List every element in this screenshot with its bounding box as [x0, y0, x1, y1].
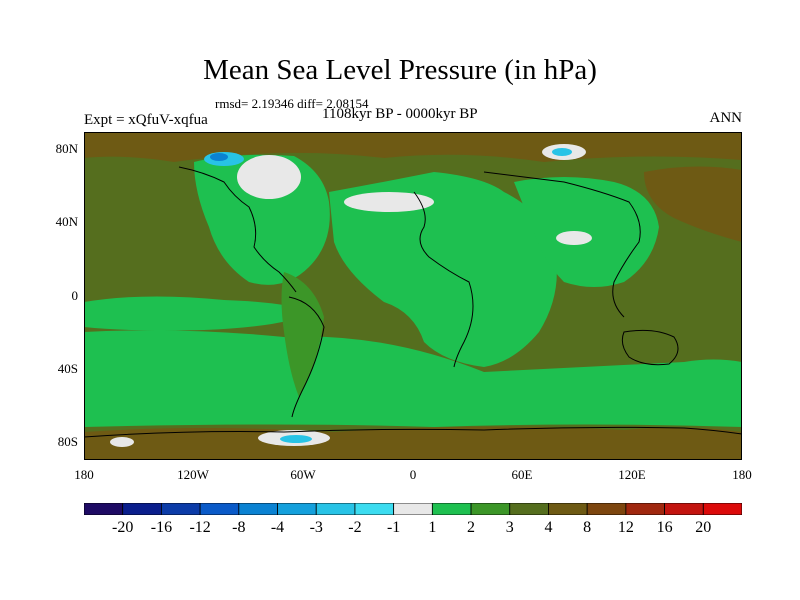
x-tick-60e: 60E: [511, 467, 533, 482]
colorbar-swatch: [509, 503, 549, 515]
antarctica-coast: [84, 426, 742, 438]
colorbar: [84, 503, 742, 515]
colorbar-label: 16: [656, 519, 673, 536]
south-america-coast: [288, 296, 325, 418]
x-tick-0: 0: [409, 467, 417, 482]
pressure-map: [84, 132, 742, 460]
colorbar-label: -1: [386, 519, 401, 536]
colorbar-label: 4: [544, 519, 553, 536]
x-tick-120w: 120W: [177, 467, 209, 482]
colorbar-label: 3: [505, 519, 514, 536]
colorbar-swatch: [702, 503, 742, 515]
colorbar-swatch: [431, 503, 472, 515]
north-atlantic-white-patch: [344, 192, 434, 212]
plot-title: Mean Sea Level Pressure (in hPa): [203, 54, 597, 86]
colorbar-swatch: [470, 503, 511, 515]
pacific-green-streak: [84, 296, 314, 331]
atlantic-africa-green: [329, 172, 557, 367]
colorbar-swatch: [586, 503, 627, 515]
colorbar-label: 8: [583, 519, 592, 536]
colorbar-swatch: [84, 503, 124, 515]
southern-ocean-green: [84, 330, 742, 427]
north-america-coast: [178, 166, 297, 293]
time-period: 1108kyr BP - 0000kyr BP: [322, 106, 478, 122]
colorbar-label: -2: [348, 519, 362, 536]
siberia-cyan-patch: [552, 148, 572, 156]
south-america-olive: [281, 272, 324, 397]
colorbar-label: 12: [617, 519, 634, 536]
experiment-label: Expt = xQfuV-xqfua: [84, 112, 208, 128]
colorbar-swatch: [277, 503, 317, 515]
colorbar-label: -12: [189, 519, 211, 536]
colorbar-label: 1: [428, 519, 437, 536]
colorbar-swatch: [122, 503, 162, 515]
colorbar-swatch: [625, 503, 665, 515]
antarctica-brown: [84, 426, 742, 460]
colorbar-label: -3: [309, 519, 323, 536]
europe-africa-coast: [413, 191, 474, 368]
rmsd-diff-stats: rmsd= 2.19346 diff= 2.08154: [215, 96, 369, 111]
colorbar-label: -16: [150, 519, 173, 536]
colorbar-swatch: [315, 503, 356, 515]
arctic-blue-patch: [210, 153, 228, 161]
colorbar-label: 20: [695, 519, 712, 536]
colorbar-swatch: [548, 503, 588, 515]
colorbar-swatch: [199, 503, 240, 515]
y-tick-80n: 80N: [55, 141, 78, 156]
colorbar-swatch: [393, 503, 433, 515]
colorbar-label: -8: [232, 519, 246, 536]
x-tick-120e: 120E: [618, 467, 646, 482]
colorbar-label: 2: [467, 519, 476, 536]
asia-coast: [483, 171, 641, 318]
greenland-white-patch: [237, 155, 301, 199]
australia-coast: [621, 329, 679, 366]
colorbar-swatch: [238, 503, 278, 515]
x-tick-60w: 60W: [290, 467, 316, 482]
east-asia-brown-region: [644, 166, 742, 242]
coastlines: [84, 166, 742, 438]
x-tick-180-right: 180: [732, 467, 752, 482]
y-tick-40s: 40S: [57, 361, 78, 376]
tibet-white-patch: [556, 231, 592, 245]
x-tick-180-left: 180: [74, 467, 94, 482]
antarctic-white-patch-west: [110, 437, 134, 447]
colorbar-label: -4: [270, 519, 285, 536]
colorbar-label: -20: [112, 519, 134, 536]
asia-green: [514, 177, 659, 287]
colorbar-swatch: [161, 503, 201, 515]
y-tick-0: 0: [71, 288, 79, 303]
colorbar-swatch: [664, 503, 704, 515]
map-frame: [84, 132, 742, 460]
y-tick-80s: 80S: [57, 434, 78, 449]
y-tick-40n: 40N: [55, 214, 78, 229]
season-label: ANN: [709, 110, 743, 126]
colorbar-swatch: [354, 503, 395, 515]
antarctic-cyan-patch: [280, 435, 312, 443]
